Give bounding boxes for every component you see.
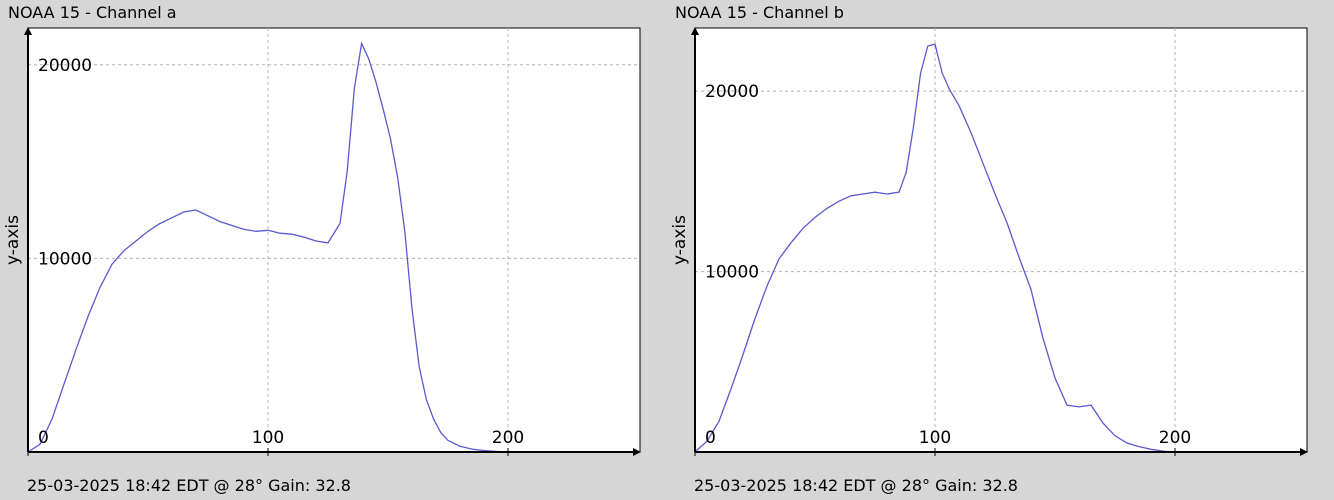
chart-footer: 25-03-2025 18:42 EDT @ 28° Gain: 32.8 xyxy=(27,476,351,495)
chart-title: NOAA 15 - Channel a xyxy=(8,3,177,22)
plot-area xyxy=(27,27,641,453)
x-tick-label: 0 xyxy=(38,428,49,448)
y-tick-label: 10000 xyxy=(38,249,92,269)
x-tick-label: 100 xyxy=(252,428,284,448)
y-axis-arrow-icon xyxy=(24,27,32,35)
plot-area xyxy=(694,27,1308,453)
chart-title: NOAA 15 - Channel b xyxy=(675,3,844,22)
x-tick-label: 200 xyxy=(492,428,524,448)
x-axis-arrow-icon xyxy=(1300,448,1308,456)
x-tick-label: 0 xyxy=(705,428,716,448)
channel-a-series-line xyxy=(27,41,509,453)
x-tick-label: 100 xyxy=(919,428,951,448)
channel-a-chart: 0 100 200 10000 20000 y-axis xyxy=(3,27,641,456)
y-tick-label: 20000 xyxy=(705,82,759,102)
y-axis-label: y-axis xyxy=(3,215,23,265)
y-axis-label: y-axis xyxy=(670,215,690,265)
y-tick-label: 10000 xyxy=(705,263,759,283)
channel-a-panel: NOAA 15 - Channel a 0 100 200 10000 20000 y-a… xyxy=(3,3,641,495)
y-axis-arrow-icon xyxy=(691,27,699,35)
channel-b-chart: 0 100 200 10000 20000 y-axis xyxy=(670,27,1308,456)
chart-footer: 25-03-2025 18:42 EDT @ 28° Gain: 32.8 xyxy=(694,476,1018,495)
x-axis-arrow-icon xyxy=(633,448,641,456)
x-tick-label: 200 xyxy=(1159,428,1191,448)
y-tick-label: 20000 xyxy=(38,56,92,76)
channel-b-series-line xyxy=(694,43,1176,453)
channel-b-panel: NOAA 15 - Channel b 0 100 200 10000 20000 y-a… xyxy=(667,0,1334,500)
